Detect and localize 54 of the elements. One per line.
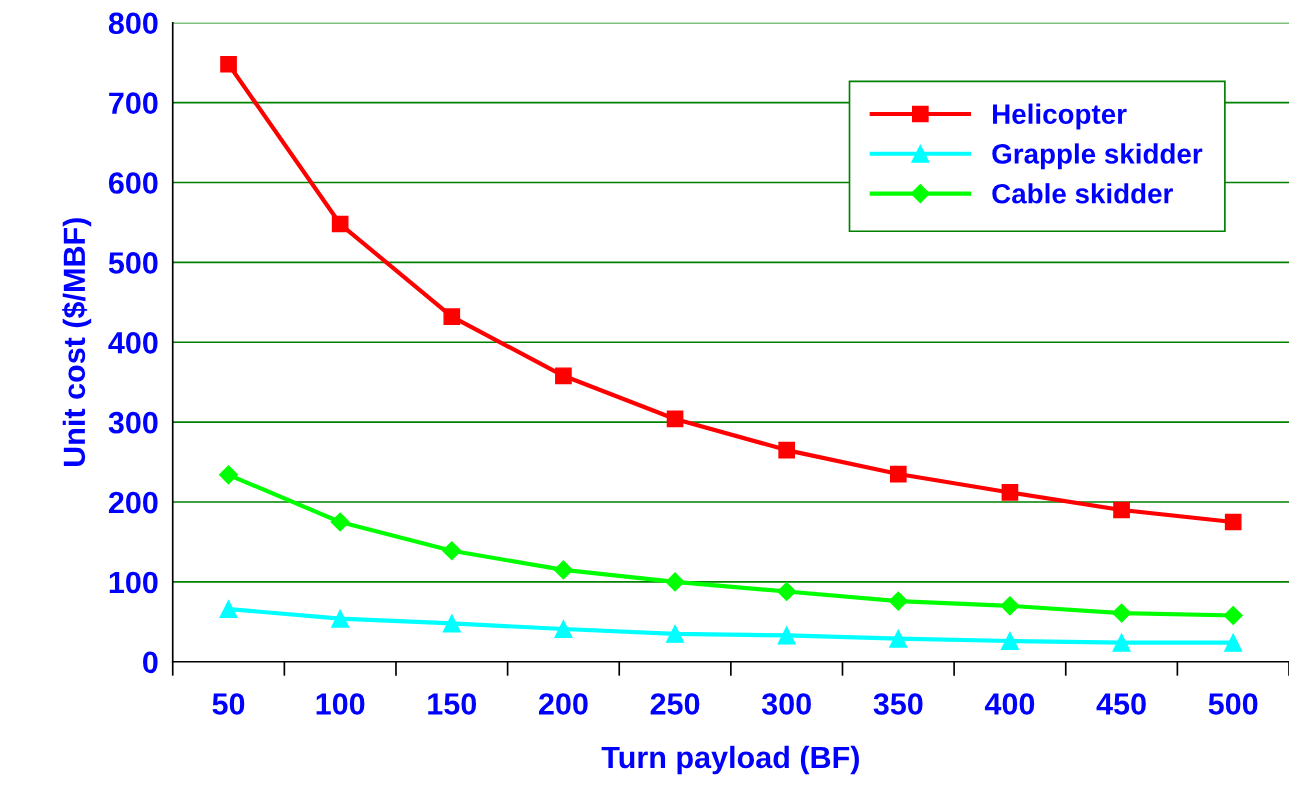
- y-tick-label: 100: [109, 571, 158, 594]
- point: [1112, 603, 1132, 623]
- y-tick-label: 300: [108, 411, 158, 434]
- point: [777, 581, 797, 602]
- y-tick-label: 0: [143, 651, 158, 674]
- x-tick-label: 450: [1096, 693, 1146, 715]
- point: [331, 215, 349, 233]
- point: [1001, 484, 1019, 501]
- x-tick-label: 400: [984, 693, 1035, 715]
- y-tick-label: 700: [109, 92, 158, 114]
- y-tick-label: 200: [108, 491, 158, 514]
- point: [554, 620, 573, 639]
- x-tick-label: 300: [761, 693, 811, 715]
- point: [331, 609, 350, 628]
- point: [888, 591, 908, 611]
- y-tick-label: 400: [108, 331, 158, 354]
- x-tick-label: 200: [538, 693, 588, 715]
- point: [220, 55, 237, 73]
- point: [665, 572, 685, 592]
- point: [889, 465, 907, 483]
- point: [1113, 501, 1130, 519]
- y-tick-label: 600: [108, 172, 158, 194]
- point: [553, 560, 573, 580]
- point: [777, 626, 796, 645]
- y-axis-title: Unit cost ($/MBF): [62, 218, 92, 467]
- legend-label: Cable skidder: [992, 183, 1173, 204]
- point: [1223, 605, 1243, 625]
- x-tick-label: 100: [316, 693, 365, 715]
- point: [1224, 513, 1242, 531]
- legend-label: Helicopter: [993, 103, 1127, 130]
- x-tick-label: 500: [1208, 693, 1258, 715]
- y-tick-label: 500: [108, 252, 158, 274]
- x-axis-title: Turn payload (BF): [601, 745, 859, 775]
- legend-label: Grapple skidder: [992, 143, 1203, 170]
- point: [666, 410, 684, 428]
- point: [1000, 596, 1020, 616]
- point: [1000, 631, 1019, 651]
- x-tick-label: 350: [873, 693, 923, 715]
- point: [555, 367, 572, 385]
- y-tick-label: 800: [108, 12, 158, 35]
- point: [442, 614, 461, 633]
- point: [1112, 633, 1131, 652]
- point: [1224, 633, 1243, 652]
- point: [889, 629, 908, 648]
- point: [666, 624, 685, 643]
- point: [219, 600, 238, 619]
- point: [442, 541, 462, 561]
- x-tick-label: 250: [650, 693, 700, 715]
- point: [443, 308, 461, 326]
- x-tick-label: 50: [212, 693, 245, 715]
- x-tick-label: 150: [428, 693, 477, 715]
- point: [778, 441, 796, 459]
- point: [330, 512, 350, 532]
- point: [219, 465, 239, 485]
